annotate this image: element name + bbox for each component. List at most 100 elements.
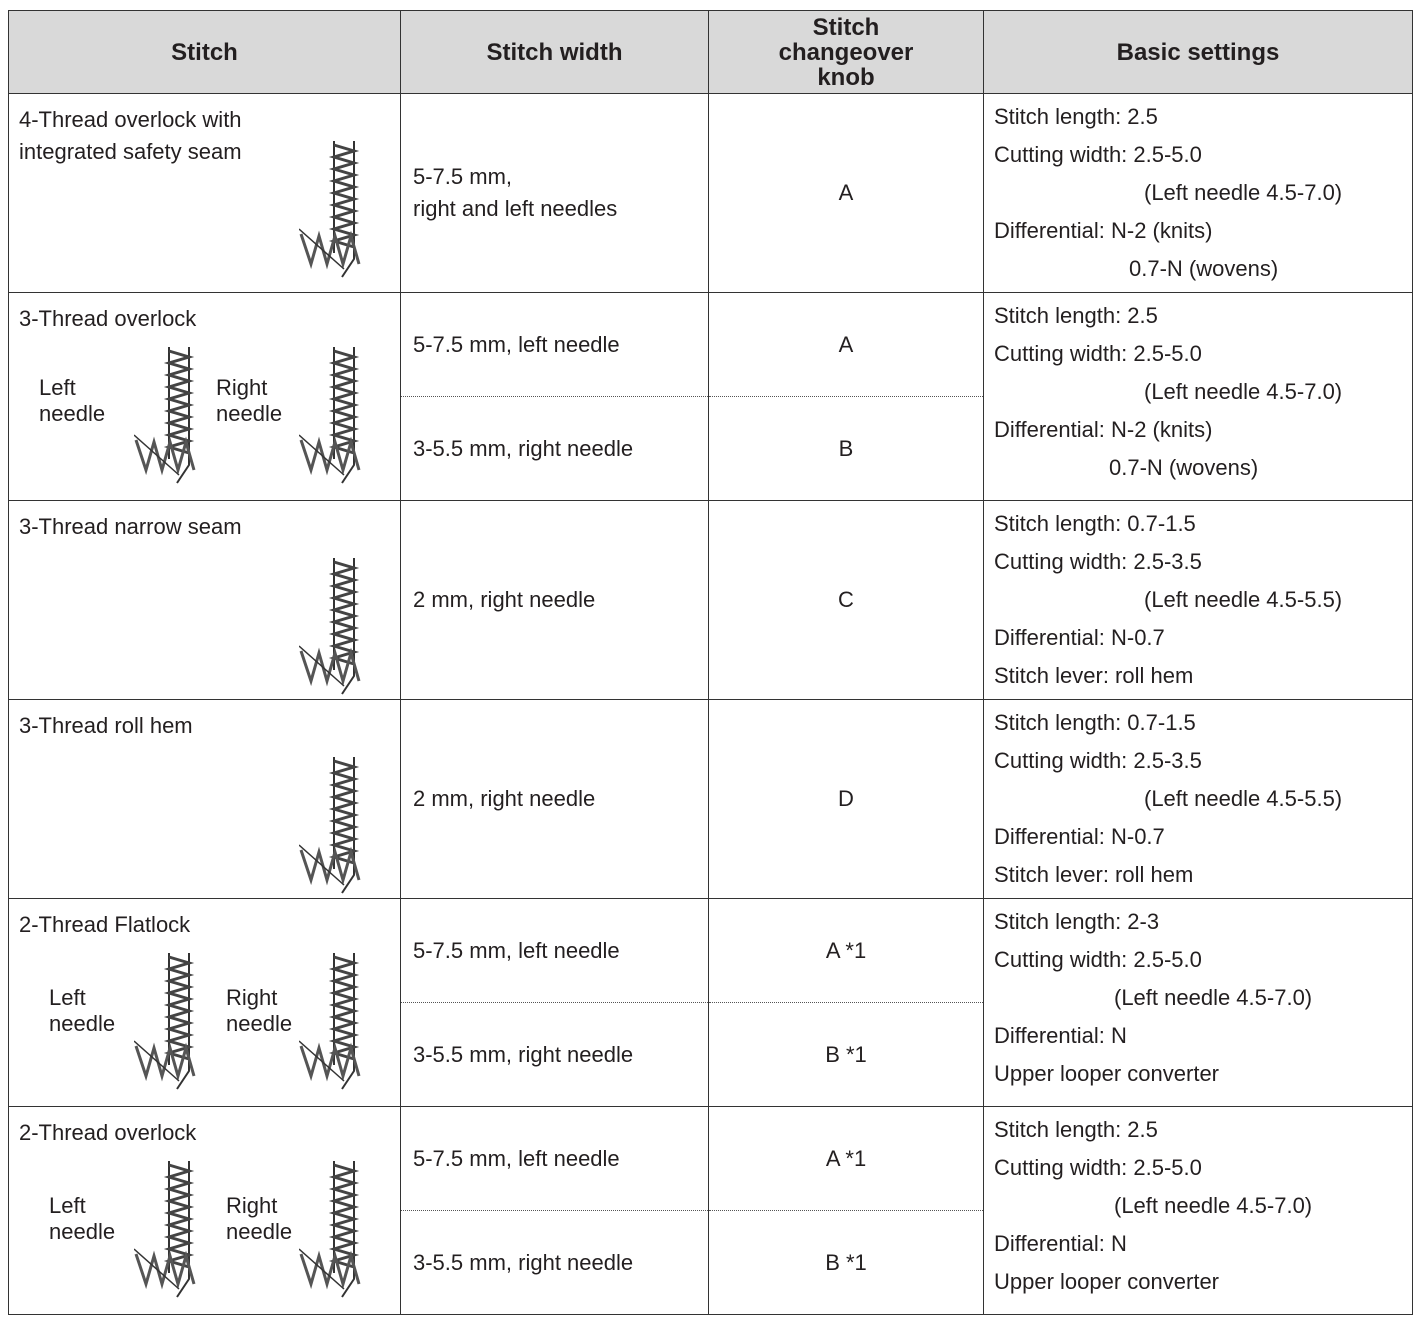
settings-line: Cutting width: 2.5-5.0 xyxy=(994,1155,1202,1180)
needle-label: Right needle xyxy=(216,375,283,426)
settings-line: Stitch length: 0.7-1.5 xyxy=(994,511,1196,536)
width-cell: 5-7.5 mm, left needle xyxy=(400,292,709,397)
stitch-cell: 4-Thread overlock with integrated safety… xyxy=(8,93,401,293)
needle-label: Right needle xyxy=(226,985,293,1036)
settings-line: (Left needle 4.5-7.0) xyxy=(1114,1193,1313,1218)
settings-line: (Left needle 4.5-7.0) xyxy=(1114,985,1313,1010)
settings-line: Cutting width: 2.5-5.0 xyxy=(994,947,1202,972)
knob-cell: B *1 xyxy=(708,1002,984,1107)
settings-line: Differential: N-0.7 xyxy=(994,625,1165,650)
needle-label: Left needle xyxy=(49,1193,116,1244)
knob-cell: A xyxy=(708,93,984,293)
settings-line: Stitch lever: roll hem xyxy=(994,663,1194,688)
needle-label: Left needle xyxy=(49,985,116,1036)
width-text: 3-5.5 mm, right needle xyxy=(413,1249,634,1275)
settings-line: (Left needle 4.5-7.0) xyxy=(1144,379,1343,404)
width-cell: 5-7.5 mm, left needle xyxy=(400,1106,709,1211)
width-text: 5-7.5 mm, xyxy=(413,164,513,189)
stitch-cell: 3-Thread overlock Left needle Right needle xyxy=(8,292,401,501)
knob-cell: A *1 xyxy=(708,1106,984,1211)
stitch-cell: 2-Thread overlock Left needle Right needle xyxy=(8,1106,401,1315)
width-cell: 2 mm, right needle xyxy=(400,699,709,899)
table-row: 3-Thread overlock Left needle Right needle… xyxy=(8,292,1413,501)
stitch-cell: 3-Thread narrow seam xyxy=(8,500,401,701)
knob-cell: B xyxy=(708,396,984,501)
stitch-illustration xyxy=(299,750,369,900)
settings-line: (Left needle 4.5-7.0) xyxy=(1144,180,1343,205)
width-cell: 2 mm, right needle xyxy=(400,500,709,700)
stitch-illustration xyxy=(299,345,369,485)
settings-line: (Left needle 4.5-5.5) xyxy=(1144,587,1343,612)
header-cell: Stitch width xyxy=(400,10,709,94)
table-row: 3-5.5 mm, right needle B *1 xyxy=(9,1002,1413,1107)
settings-line: Stitch lever: roll hem xyxy=(994,862,1194,887)
width-text: 2 mm, right needle xyxy=(413,786,596,811)
width-cell: 3-5.5 mm, right needle xyxy=(400,1210,709,1315)
settings-line: Upper looper converter xyxy=(994,1061,1220,1086)
stitch-illustration xyxy=(134,951,204,1091)
settings-line: Stitch length: 2.5 xyxy=(994,303,1158,328)
width-text: 5-7.5 mm, left needle xyxy=(413,331,620,357)
knob-cell: C xyxy=(708,500,984,700)
stitch-cell: 3-Thread roll hem xyxy=(8,699,401,900)
settings-cell: Stitch length: 2.5 Cutting width: 2.5-5.0… xyxy=(983,1106,1413,1315)
settings-line: Cutting width: 2.5-5.0 xyxy=(994,142,1202,167)
settings-line: Stitch length: 2-3 xyxy=(994,909,1160,934)
width-cell: 3-5.5 mm, right needle xyxy=(400,1002,709,1107)
width-text: 5-7.5 mm, left needle xyxy=(413,1145,620,1171)
header-cell: Stitch xyxy=(8,10,401,94)
knob-cell: A *1 xyxy=(708,898,984,1003)
table-row: 2-Thread Flatlock Left needle Right needle… xyxy=(8,898,1413,1107)
width-text: 5-7.5 mm, left needle xyxy=(413,937,620,963)
knob-cell: A xyxy=(708,292,984,397)
width-text: 2 mm, right needle xyxy=(413,587,596,612)
stitch-name: 2-Thread overlock xyxy=(19,1120,197,1145)
needle-label: Left needle xyxy=(39,375,106,426)
settings-line: Cutting width: 2.5-3.5 xyxy=(994,549,1202,574)
width-text: right and left needles xyxy=(413,196,618,221)
width-cell: 5-7.5 mm, right and left needles xyxy=(400,93,709,293)
header-row: Stitch Stitch width Stitch changeover kn… xyxy=(8,10,1413,94)
stitch-cell: 2-Thread Flatlock Left needle Right needle xyxy=(8,898,401,1107)
settings-line: Differential: N-0.7 xyxy=(994,824,1165,849)
settings-line: (Left needle 4.5-5.5) xyxy=(1144,786,1343,811)
width-text: 3-5.5 mm, right needle xyxy=(413,435,634,461)
width-cell: 3-5.5 mm, right needle xyxy=(400,396,709,501)
settings-cell: Stitch length: 0.7-1.5 Cutting width: 2.5… xyxy=(983,500,1413,700)
stitch-name: 2-Thread Flatlock xyxy=(19,912,191,937)
header-cell: Stitch changeover knob xyxy=(708,10,984,94)
needle-label: Right needle xyxy=(226,1193,293,1244)
table-row: 3-5.5 mm, right needle B *1 xyxy=(9,1210,1413,1315)
stitch-name: 3-Thread overlock xyxy=(19,306,197,331)
stitch-illustration xyxy=(299,951,369,1091)
settings-cell: Stitch length: 2-3 Cutting width: 2.5-5.0… xyxy=(983,898,1413,1107)
settings-line: Differential: N-2 (knits) xyxy=(994,218,1213,243)
settings-line: 0.7-N (wovens) xyxy=(1109,455,1259,480)
stitch-illustration xyxy=(299,551,369,701)
stitch-name: 3-Thread roll hem xyxy=(19,713,193,738)
stitch-illustration xyxy=(299,134,369,284)
settings-line: Cutting width: 2.5-5.0 xyxy=(994,341,1202,366)
width-cell: 5-7.5 mm, left needle xyxy=(400,898,709,1003)
settings-cell: Stitch length: 0.7-1.5 Cutting width: 2.5… xyxy=(983,699,1413,899)
settings-line: Stitch length: 2.5 xyxy=(994,1117,1158,1142)
knob-cell: D xyxy=(708,699,984,899)
stitch-illustration xyxy=(134,1159,204,1299)
settings-line: Upper looper converter xyxy=(994,1269,1220,1294)
settings-line: Differential: N xyxy=(994,1023,1127,1048)
settings-line: 0.7-N (wovens) xyxy=(1129,256,1279,281)
settings-line: Differential: N xyxy=(994,1231,1127,1256)
settings-line: Cutting width: 2.5-3.5 xyxy=(994,748,1202,773)
stitch-illustration xyxy=(134,345,204,485)
settings-line: Stitch length: 2.5 xyxy=(994,104,1158,129)
stitch-name: 3-Thread narrow seam xyxy=(19,514,242,539)
width-text: 3-5.5 mm, right needle xyxy=(413,1041,634,1067)
stitch-illustration xyxy=(299,1159,369,1299)
table-body: 4-Thread overlock with integrated safety… xyxy=(8,93,1413,1315)
stitch-table: Stitch Stitch width Stitch changeover kn… xyxy=(8,10,1413,1315)
settings-cell: Stitch length: 2.5 Cutting width: 2.5-5.0… xyxy=(983,93,1413,293)
table-row: 2-Thread overlock Left needle Right needle… xyxy=(8,1106,1413,1315)
settings-line: Stitch length: 0.7-1.5 xyxy=(994,710,1196,735)
stitch-name: 4-Thread overlock with integrated safety… xyxy=(19,107,242,164)
